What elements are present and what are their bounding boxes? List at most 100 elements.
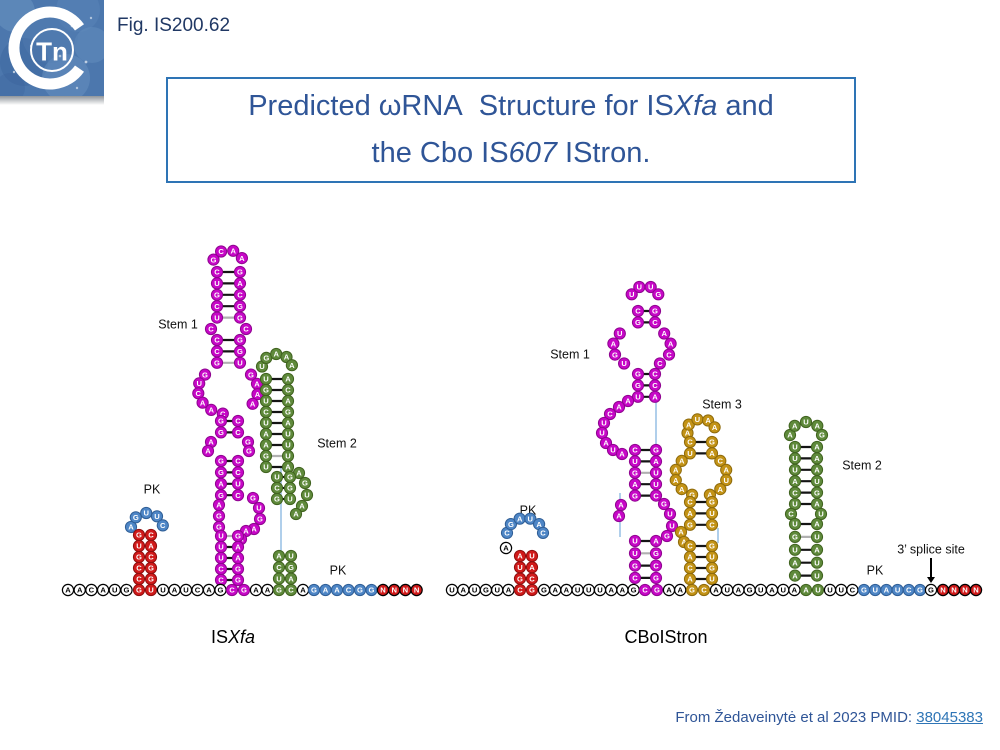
svg-text:G: G	[635, 370, 641, 379]
nucleotide-C: C	[649, 559, 663, 572]
nucleotide-C: C	[144, 550, 158, 564]
nucleotide-A: A	[662, 583, 676, 597]
nucleotide-A: A	[788, 583, 801, 597]
svg-text:N: N	[403, 586, 408, 595]
svg-text:U: U	[276, 574, 282, 583]
svg-text:G: G	[287, 484, 293, 493]
nucleotide-U: U	[665, 519, 679, 533]
svg-text:U: U	[648, 283, 654, 292]
svg-text:C: C	[214, 302, 220, 311]
svg-text:G: G	[709, 542, 715, 551]
nucleotide-G: G	[214, 583, 227, 597]
nucleotide-U: U	[445, 583, 459, 597]
svg-text:C: C	[235, 457, 241, 466]
svg-text:C: C	[687, 564, 693, 573]
svg-text:G: G	[235, 532, 241, 541]
svg-text:G: G	[357, 586, 363, 595]
svg-text:U: U	[472, 586, 478, 595]
nucleotide-A: A	[249, 583, 263, 597]
pmid-link[interactable]: 38045383	[916, 709, 983, 726]
svg-text:G: G	[517, 574, 523, 583]
nucleotide-C: C	[210, 333, 224, 347]
svg-text:A: A	[564, 586, 570, 595]
svg-text:A: A	[289, 361, 295, 370]
nucleotide-C: C	[902, 583, 915, 597]
nucleotide-A: A	[513, 549, 527, 563]
svg-text:C: C	[235, 417, 241, 426]
svg-text:N: N	[962, 586, 967, 595]
nucleotide-G: G	[212, 520, 226, 534]
svg-text:G: G	[632, 469, 638, 478]
nucleotide-C: C	[628, 443, 642, 457]
nucleotide-C: C	[342, 583, 355, 597]
svg-text:U: U	[183, 586, 189, 595]
svg-text:A: A	[681, 538, 687, 547]
nucleotide-G: G	[144, 561, 158, 575]
nucleotide-A: A	[281, 416, 295, 430]
svg-text:A: A	[208, 438, 214, 447]
nucleotide-C: C	[225, 583, 239, 597]
nucleotide-C: C	[536, 526, 550, 540]
svg-text:U: U	[285, 441, 291, 450]
nucleotide-U: U	[281, 449, 295, 463]
svg-text:A: A	[787, 431, 793, 440]
nucleotide-N: N	[969, 583, 983, 597]
tncentral-logo: Tn	[0, 0, 110, 103]
svg-text:U: U	[780, 586, 786, 595]
svg-text:C: C	[276, 563, 282, 572]
svg-text:A: A	[148, 542, 154, 551]
svg-text:U: U	[287, 495, 293, 504]
svg-text:G: G	[202, 370, 208, 379]
nucleotide-U: U	[593, 583, 607, 597]
svg-text:C: C	[195, 586, 201, 595]
nucleotide-G: G	[537, 583, 551, 597]
nucleotide-U: U	[259, 416, 273, 430]
svg-text:G: G	[218, 468, 224, 477]
svg-text:G: G	[237, 302, 243, 311]
svg-text:G: G	[136, 531, 142, 540]
nucleotide-C: C	[631, 304, 645, 318]
nucleotide-C: C	[788, 486, 802, 499]
svg-text:U: U	[758, 586, 764, 595]
logo-graphic: Tn	[0, 0, 110, 103]
svg-text:U: U	[214, 313, 220, 322]
nucleotide-G: G	[233, 311, 247, 324]
svg-text:C: C	[635, 307, 641, 316]
svg-text:C: C	[540, 529, 546, 538]
svg-text:G: G	[653, 446, 659, 455]
svg-text:U: U	[237, 359, 243, 368]
logo-tn-text: Tn	[36, 36, 68, 66]
svg-text:G: G	[653, 549, 659, 558]
svg-text:A: A	[263, 441, 269, 450]
nucleotide-U: U	[720, 474, 733, 487]
nucleotide-U: U	[788, 440, 802, 454]
svg-text:C: C	[687, 438, 693, 447]
svg-text:A: A	[503, 544, 509, 553]
nucleotide-A: A	[227, 244, 240, 257]
svg-text:G: G	[689, 586, 695, 595]
svg-text:A: A	[517, 514, 523, 523]
nucleotide-A: A	[605, 583, 618, 597]
svg-text:C: C	[652, 318, 658, 327]
svg-text:G: G	[661, 500, 667, 509]
svg-text:G: G	[133, 513, 139, 522]
nucleotide-C: C	[603, 407, 617, 421]
nucleotide-G: G	[198, 368, 212, 381]
nucleotide-C: C	[191, 583, 204, 597]
nucleotide-G: G	[298, 476, 312, 490]
svg-text:U: U	[827, 586, 833, 595]
svg-text:A: A	[679, 485, 685, 494]
svg-text:U: U	[617, 329, 623, 338]
nucleotide-G: G	[608, 348, 622, 361]
splice-site-label: 3’ splice site	[897, 543, 965, 557]
svg-text:A: A	[216, 501, 222, 510]
svg-text:G: G	[508, 520, 514, 529]
nucleotide-U: U	[891, 583, 904, 597]
nucleotide-A: A	[231, 540, 245, 554]
svg-text:A: A	[288, 574, 294, 583]
svg-text:A: A	[713, 586, 719, 595]
svg-text:C: C	[218, 565, 224, 574]
svg-text:G: G	[311, 586, 317, 595]
figure-number: Fig. IS200.62	[117, 15, 231, 36]
svg-text:U: U	[528, 514, 534, 523]
